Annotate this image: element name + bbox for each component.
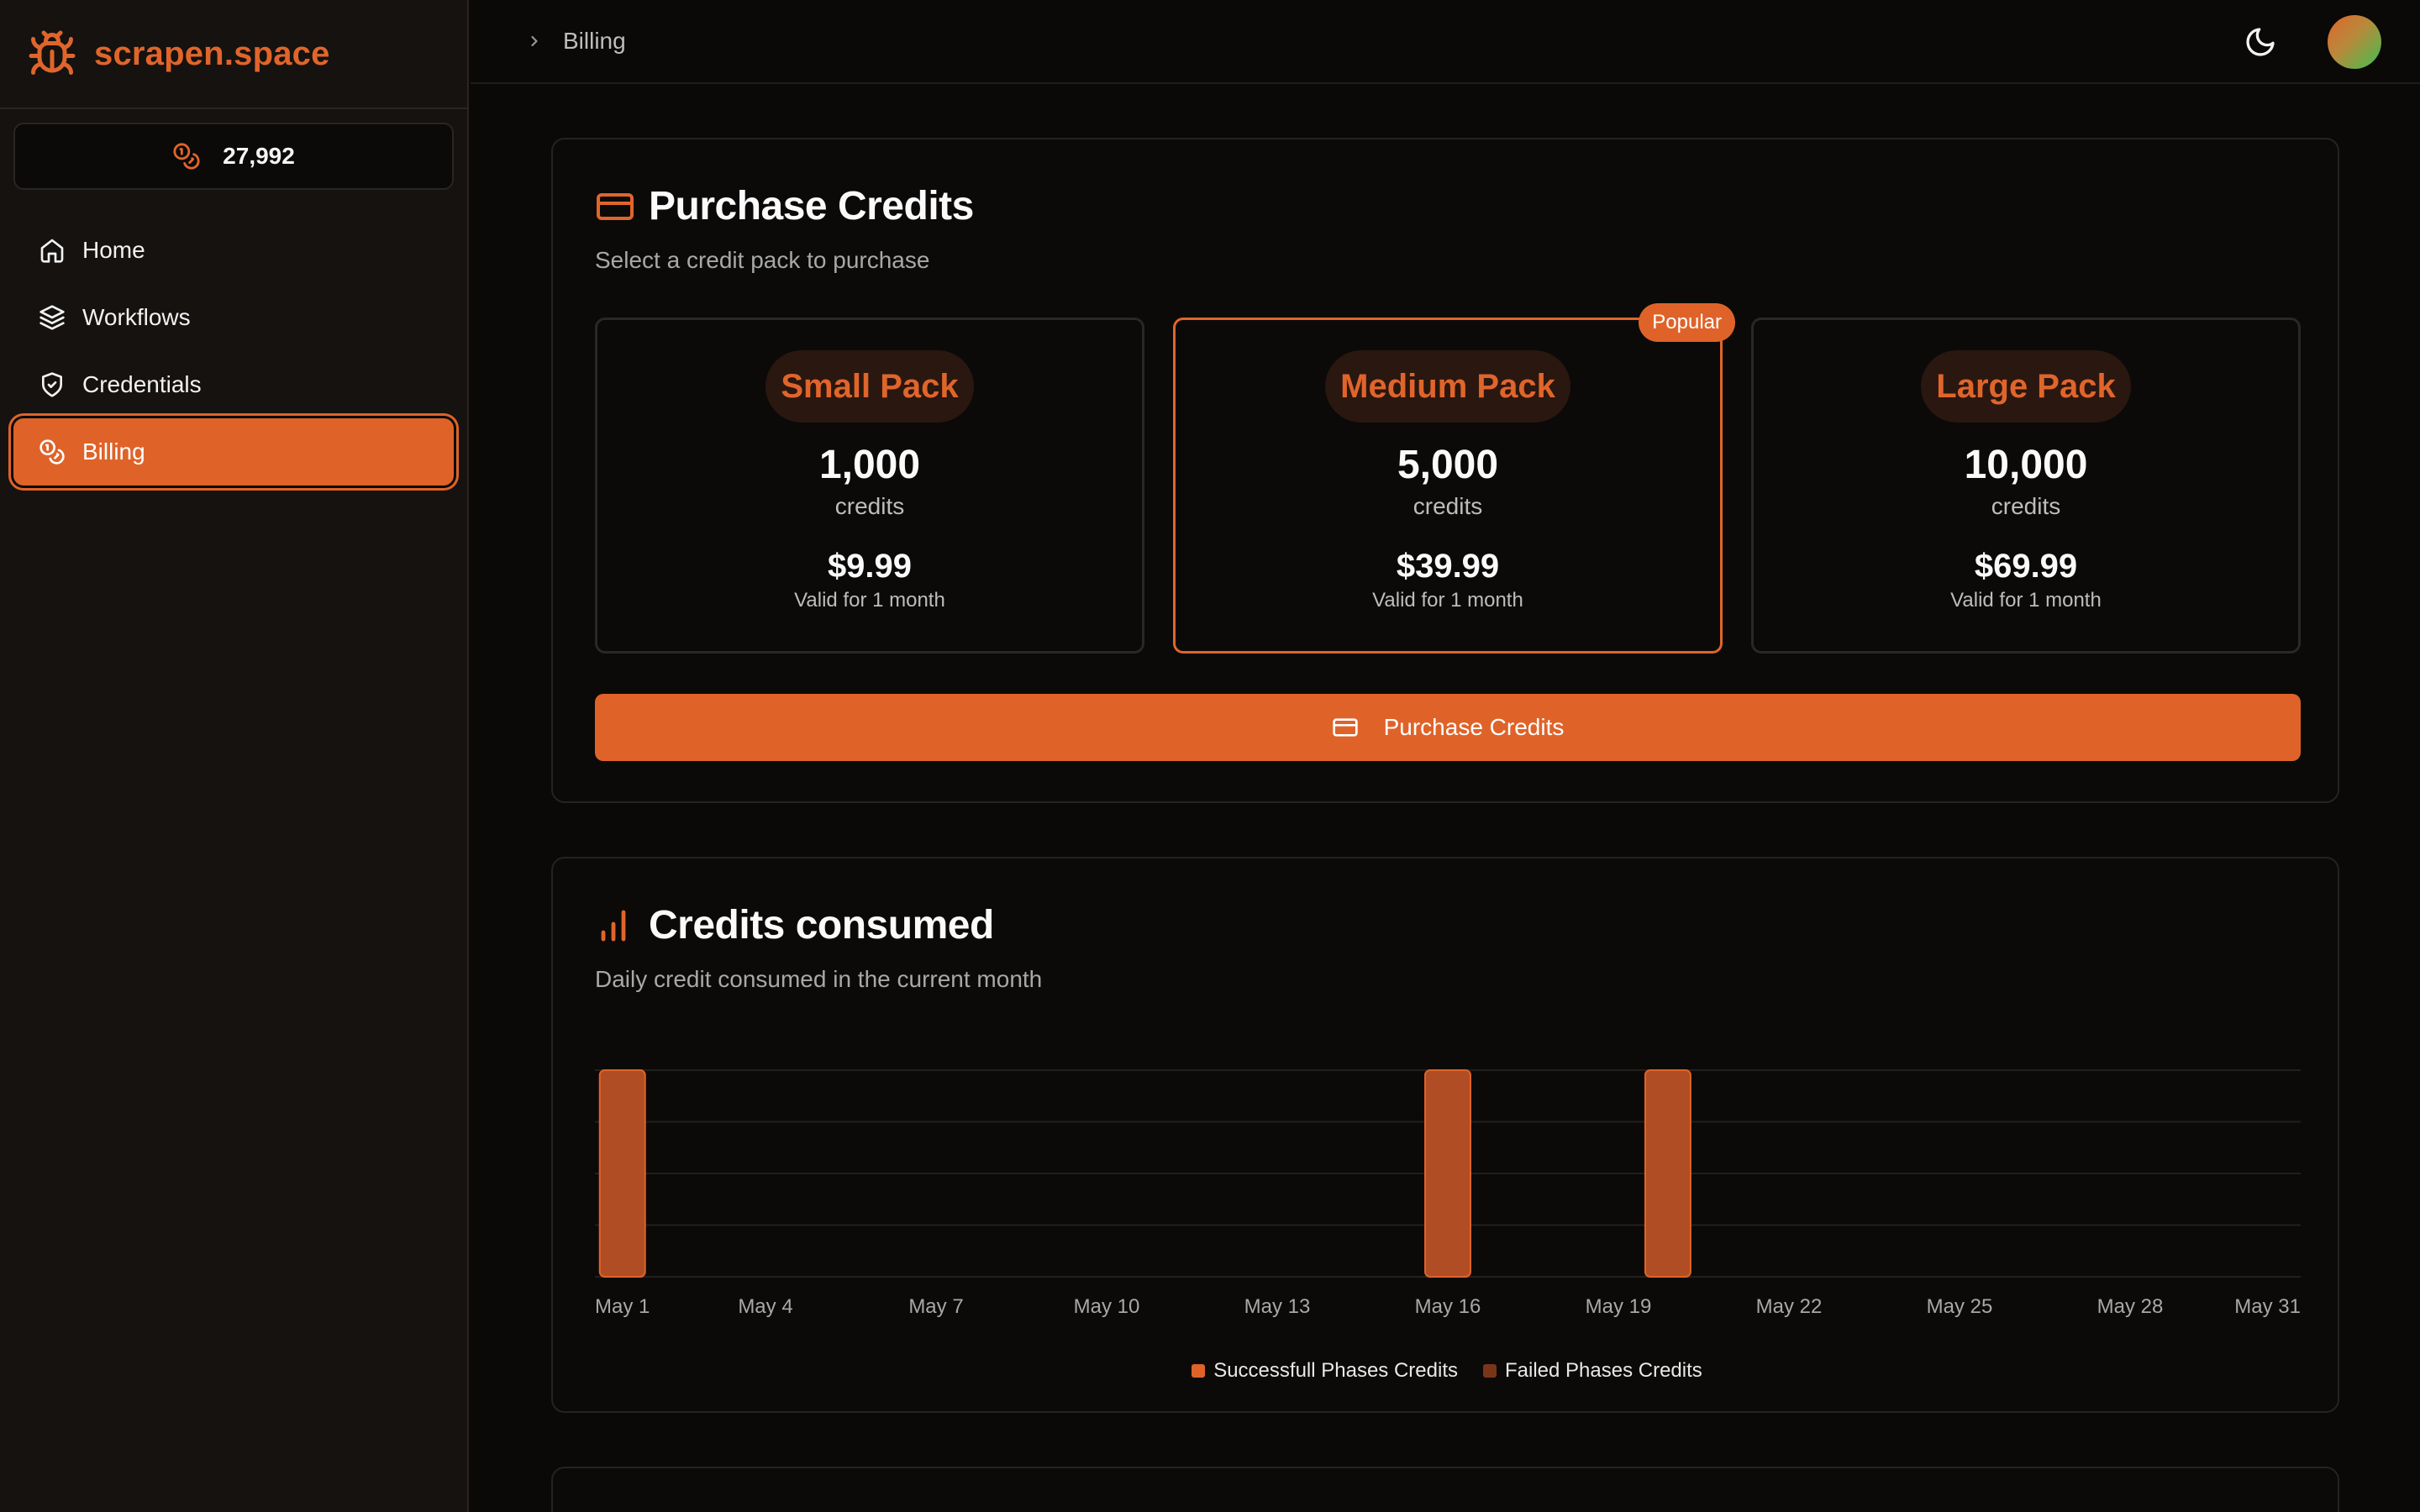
pack-name: Small Pack (765, 350, 974, 423)
legend-label: Successfull Phases Credits (1213, 1359, 1458, 1382)
bug-icon (29, 30, 76, 75)
sidebar-item-home[interactable]: Home (13, 217, 454, 284)
next-card (551, 1467, 2339, 1512)
breadcrumb[interactable]: Billing (563, 28, 626, 54)
credits-chart: May 1 May 4 May 7 May 10 May 13 May 16 May 19 M… (595, 1069, 2301, 1318)
bar-chart-icon (601, 910, 626, 941)
credit-card-icon (1332, 718, 1358, 737)
pack-validity: Valid for 1 month (1372, 589, 1523, 612)
sidebar-item-label: Workflows (82, 304, 191, 330)
pack-price: $39.99 (1396, 548, 1500, 585)
pack-name: Medium Pack (1325, 350, 1570, 423)
pack-unit: credits (1991, 493, 2061, 519)
coins-icon (173, 143, 200, 170)
credits-consumed-title: Credits consumed (595, 902, 994, 948)
x-tick-label: May 19 (1586, 1295, 1652, 1318)
balance-value: 27,992 (223, 143, 295, 169)
bar-may-16-success[interactable] (1424, 1069, 1471, 1278)
x-tick-label: May 22 (1756, 1295, 1823, 1318)
legend-label: Failed Phases Credits (1505, 1359, 1702, 1382)
home-icon (40, 239, 64, 263)
x-tick-label: May 25 (1927, 1295, 1993, 1318)
purchase-credits-card: Purchase Credits Select a credit pack to… (551, 138, 2339, 803)
coins-icon (39, 439, 65, 465)
moon-icon[interactable] (2244, 25, 2277, 59)
pack-name: Large Pack (1921, 350, 2131, 423)
brand-name: scrapen.space (94, 34, 330, 72)
credits-consumed-card: Credits consumed Daily credit consumed i… (551, 857, 2339, 1413)
pack-unit: credits (1413, 493, 1483, 519)
sidebar-item-credentials[interactable]: Credentials (13, 351, 454, 418)
x-tick-label: May 28 (2097, 1295, 2164, 1318)
chart-bars (598, 1069, 1691, 1278)
legend-swatch (1192, 1364, 1206, 1378)
purchase-credits-subtitle: Select a credit pack to purchase (595, 247, 930, 273)
x-tick-label: May 10 (1074, 1295, 1140, 1318)
sidebar: scrapen.space 27,992 Home Workflows Cred… (0, 0, 469, 1512)
purchase-credits-title: Purchase Credits (595, 183, 974, 229)
sidebar-item-label: Home (82, 237, 145, 263)
pack-price: $69.99 (1974, 548, 2078, 585)
purchase-credits-button[interactable]: Purchase Credits (595, 694, 2301, 761)
sidebar-item-label: Billing (82, 438, 145, 465)
pack-validity: Valid for 1 month (794, 589, 945, 612)
pack-credits: 5,000 (1397, 443, 1499, 487)
pack-option-small[interactable]: Small Pack 1,000 credits $9.99 Valid for… (595, 318, 1144, 654)
pack-credits: 1,000 (818, 443, 921, 487)
credits-balance[interactable]: 27,992 (13, 123, 454, 190)
pack-price: $9.99 (827, 548, 913, 585)
pack-credits: 10,000 (1964, 443, 2088, 487)
legend-item-failed[interactable]: Failed Phases Credits (1483, 1359, 1702, 1383)
sidebar-item-label: Credentials (82, 371, 202, 397)
x-tick-label: May 13 (1244, 1295, 1311, 1318)
x-tick-label: May 4 (738, 1295, 792, 1318)
legend-swatch (1483, 1364, 1497, 1378)
chart-x-ticks: May 1 May 4 May 7 May 10 May 13 May 16 May 19 M… (595, 1295, 2301, 1318)
popular-badge: Popular (1639, 303, 1735, 342)
sidebar-nav: Home Workflows Credentials Billing (13, 217, 454, 486)
shield-check-icon (42, 372, 62, 397)
credit-card-icon (597, 192, 634, 220)
bar-may-20-success[interactable] (1644, 1069, 1691, 1278)
layers-icon (39, 305, 65, 330)
legend-item-success[interactable]: Successfull Phases Credits (1192, 1359, 1458, 1383)
top-bar: Billing (471, 0, 2420, 84)
credit-pack-group: Small Pack 1,000 credits $9.99 Valid for… (595, 303, 2301, 654)
bar-may-1-success[interactable] (598, 1069, 646, 1278)
chevron-right-icon (531, 35, 538, 47)
pack-option-large[interactable]: Large Pack 10,000 credits $69.99 Valid f… (1751, 318, 2301, 654)
x-tick-label: May 16 (1415, 1295, 1481, 1318)
sidebar-item-workflows[interactable]: Workflows (13, 284, 454, 351)
brand[interactable]: scrapen.space (0, 0, 467, 109)
x-tick-label: May 1 (595, 1295, 650, 1318)
x-tick-label: May 31 (2234, 1295, 2301, 1318)
x-tick-label: May 7 (908, 1295, 963, 1318)
pack-validity: Valid for 1 month (1950, 589, 2102, 612)
sidebar-item-billing[interactable]: Billing (13, 418, 454, 486)
credits-consumed-subtitle: Daily credit consumed in the current mon… (595, 966, 1043, 992)
pack-option-medium[interactable]: Popular Medium Pack 5,000 credits $39.99… (1173, 303, 1735, 654)
chart-legend: Successfull Phases Credits Failed Phases… (553, 1359, 2341, 1383)
purchase-button-label: Purchase Credits (1383, 714, 1565, 740)
avatar[interactable] (2328, 15, 2381, 69)
pack-unit: credits (834, 493, 905, 519)
